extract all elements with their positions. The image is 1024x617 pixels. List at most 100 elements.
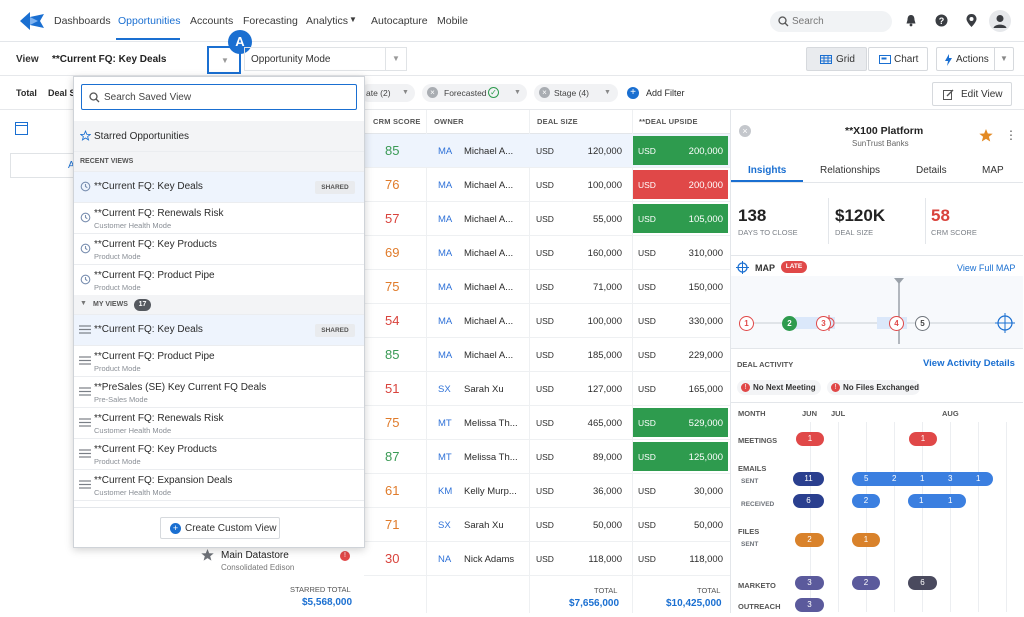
table-row[interactable]: 30 NA Nick Adams USD 118,000 USD 118,000 [364, 542, 730, 576]
deal-upside-cell[interactable]: USD 330,000 [633, 306, 728, 335]
detail-company[interactable]: SunTrust Banks [852, 139, 909, 148]
owner-name[interactable]: Melissa Th... [464, 418, 518, 429]
table-row[interactable]: 87 MT Melissa Th... USD 89,000 USD 125,000 [364, 440, 730, 474]
remove-filter-icon[interactable]: × [539, 87, 550, 98]
tab-details[interactable]: Details [916, 165, 947, 176]
saved-view-item[interactable]: **Current FQ: Key Products Product Mode [74, 234, 364, 265]
deal-upside-cell[interactable]: USD 50,000 [633, 510, 728, 539]
owner-name[interactable]: Kelly Murp... [464, 486, 517, 497]
saved-view-item[interactable]: **PreSales (SE) Key Current FQ Deals Pre-… [74, 377, 364, 408]
table-row[interactable]: 76 MA Michael A... USD 100,000 USD 200,000 [364, 168, 730, 202]
emails-received-aug-bar[interactable]: 1 1 [908, 494, 966, 508]
table-row[interactable]: 69 MA Michael A... USD 160,000 USD 310,000 [364, 236, 730, 270]
nav-autocapture[interactable]: Autocapture [371, 15, 428, 27]
owner-name[interactable]: Michael A... [464, 316, 514, 327]
saved-view-item[interactable]: **Current FQ: Product Pipe Product Mode [74, 265, 364, 296]
deal-upside-cell[interactable]: USD 30,000 [633, 476, 728, 505]
chevron-down-icon[interactable]: ▼ [1000, 54, 1008, 63]
saved-view-item[interactable]: **Current FQ: Renewals Risk Customer Heal… [74, 203, 364, 234]
deal-upside-cell[interactable]: USD 200,000 [633, 136, 728, 165]
view-full-map-link[interactable]: View Full MAP [957, 263, 1016, 273]
help-icon[interactable]: ? [935, 14, 948, 27]
emails-received-jun-bubble[interactable]: 6 [793, 494, 824, 508]
view-activity-details-link[interactable]: View Activity Details [923, 358, 1015, 369]
map-step-node[interactable]: 2 [782, 316, 797, 331]
mode-select[interactable]: Opportunity Mode ▼ [244, 47, 407, 71]
global-search-input[interactable]: Search [770, 11, 892, 32]
owner-name[interactable]: Michael A... [464, 350, 514, 361]
forecasted-filter-pill[interactable]: × Forecasted ✓ ▼ [422, 84, 527, 102]
table-row[interactable]: 54 MA Michael A... USD 100,000 USD 330,000 [364, 304, 730, 338]
table-row[interactable]: 85 MA Michael A... USD 120,000 USD 200,000 [364, 134, 730, 168]
owner-name[interactable]: Michael A... [464, 214, 514, 225]
add-filter-button[interactable]: Add Filter [646, 88, 685, 98]
deal-upside-cell[interactable]: USD 165,000 [633, 374, 728, 403]
create-custom-view-button[interactable]: + Create Custom View [160, 517, 280, 539]
add-filter-icon[interactable]: + [627, 87, 639, 99]
map-step-node[interactable]: 5 [915, 316, 930, 331]
owner-name[interactable]: Melissa Th... [464, 452, 518, 463]
meetings-aug-bubble[interactable]: 1 [909, 432, 937, 446]
owner-name[interactable]: Nick Adams [464, 554, 515, 565]
row-account-name[interactable]: Main Datastore [221, 550, 289, 561]
table-row[interactable]: 75 MT Melissa Th... USD 465,000 USD 529,000 [364, 406, 730, 440]
bell-icon[interactable] [905, 14, 917, 27]
files-sent-jul-bubble[interactable]: 1 [852, 533, 880, 547]
saved-view-search-input[interactable]: Search Saved View [81, 84, 357, 110]
analytics-caret-icon[interactable]: ▼ [349, 15, 357, 24]
table-row[interactable]: 75 MA Michael A... USD 71,000 USD 150,000 [364, 270, 730, 304]
saved-view-item[interactable]: **Current FQ: Renewals Risk Customer Heal… [74, 408, 364, 439]
table-row[interactable]: 51 SX Sarah Xu USD 127,000 USD 165,000 [364, 372, 730, 406]
deal-upside-cell[interactable]: USD 105,000 [633, 204, 728, 233]
deal-upside-cell[interactable]: USD 229,000 [633, 340, 728, 369]
map-step-node[interactable]: 3 [816, 316, 831, 331]
table-row[interactable]: 57 MA Michael A... USD 55,000 USD 105,000 [364, 202, 730, 236]
close-icon[interactable]: × [739, 125, 751, 137]
deal-upside-cell[interactable]: USD 529,000 [633, 408, 728, 437]
deal-upside-cell[interactable]: USD 125,000 [633, 442, 728, 471]
add-row-button[interactable]: A [10, 153, 75, 178]
marketo-jul-bubble[interactable]: 2 [852, 576, 880, 590]
saved-view-item[interactable]: **Current FQ: Key Deals SHARED [74, 315, 364, 346]
map-step-node[interactable]: 4 [889, 316, 904, 331]
grid-button[interactable]: Grid [806, 47, 867, 71]
col-owner[interactable]: OWNER [434, 117, 464, 126]
tab-map[interactable]: MAP [982, 165, 1004, 176]
meetings-jun-bubble[interactable]: 1 [796, 432, 824, 446]
location-pin-icon[interactable] [965, 13, 978, 28]
emails-received-jul-bubble[interactable]: 2 [852, 494, 880, 508]
outreach-jun-bubble[interactable]: 3 [795, 598, 824, 612]
col-deal-size[interactable]: DEAL SIZE [537, 117, 578, 126]
star-icon[interactable] [979, 129, 993, 142]
saved-view-item[interactable]: **Current FQ: Expansion Deals Customer He… [74, 470, 364, 501]
nav-accounts[interactable]: Accounts [190, 15, 234, 27]
more-options-icon[interactable]: ⋮ [1005, 128, 1017, 142]
deal-upside-cell[interactable]: USD 310,000 [633, 238, 728, 267]
deal-upside-cell[interactable]: USD 118,000 [633, 544, 728, 573]
table-row[interactable]: 85 MA Michael A... USD 185,000 USD 229,000 [364, 338, 730, 372]
owner-name[interactable]: Michael A... [464, 248, 514, 259]
deal-upside-cell[interactable]: USD 150,000 [633, 272, 728, 301]
emails-sent-jun-bubble[interactable]: 11 [793, 472, 824, 486]
col-crm-score[interactable]: CRM SCORE [373, 117, 421, 126]
files-sent-jun-bubble[interactable]: 2 [795, 533, 824, 547]
marketo-jun-bubble[interactable]: 3 [795, 576, 824, 590]
avatar[interactable] [989, 10, 1011, 32]
calendar-icon[interactable] [15, 121, 28, 135]
actions-button[interactable]: Actions ▼ [936, 47, 1014, 71]
nav-opportunities[interactable]: Opportunities [118, 15, 181, 27]
owner-name[interactable]: Sarah Xu [464, 520, 504, 531]
map-step-node[interactable]: 1 [739, 316, 754, 331]
marketo-aug-bubble[interactable]: 6 [908, 576, 937, 590]
date-filter-pill[interactable]: ate (2) ▼ [360, 84, 415, 102]
owner-name[interactable]: Michael A... [464, 180, 514, 191]
starred-opportunities-item[interactable]: Starred Opportunities [74, 121, 364, 152]
app-logo-icon[interactable] [18, 10, 46, 32]
remove-filter-icon[interactable]: × [427, 87, 438, 98]
nav-mobile[interactable]: Mobile [437, 15, 468, 27]
saved-view-item[interactable]: **Current FQ: Key Deals SHARED [74, 172, 364, 203]
stage-filter-pill[interactable]: × Stage (4) ▼ [534, 84, 618, 102]
my-views-header[interactable]: ▼ MY VIEWS 17 [74, 295, 364, 315]
owner-name[interactable]: Michael A... [464, 282, 514, 293]
tab-relationships[interactable]: Relationships [820, 165, 881, 176]
